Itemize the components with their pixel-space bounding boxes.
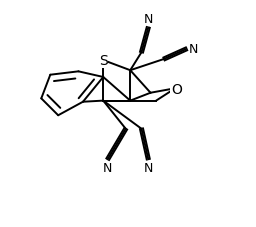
- Text: N: N: [144, 13, 153, 26]
- Text: N: N: [144, 162, 153, 175]
- Text: N: N: [103, 162, 112, 175]
- Text: N: N: [189, 43, 198, 56]
- Text: O: O: [171, 82, 182, 96]
- Text: S: S: [99, 54, 108, 68]
